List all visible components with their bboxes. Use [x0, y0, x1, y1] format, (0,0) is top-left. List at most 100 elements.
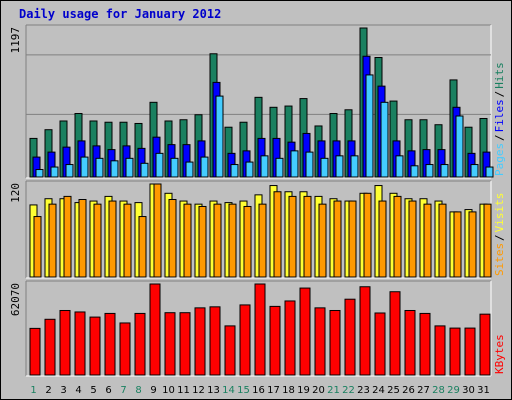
kbytes-bar: [374, 312, 386, 376]
legend-separator: /: [493, 234, 506, 241]
kbytes-bar: [44, 318, 56, 376]
kbytes-bar: [224, 325, 236, 376]
day-label: 3: [60, 385, 66, 396]
kbytes-legend: KBytes: [493, 334, 506, 374]
sites-bar: [213, 203, 222, 278]
day-label: 22: [342, 385, 355, 396]
day-label: 20: [312, 385, 325, 396]
pages-bar: [470, 164, 479, 178]
sites-bar: [108, 200, 117, 278]
kbytes-bar: [254, 283, 266, 376]
sites-bar: [183, 203, 192, 278]
day-label: 29: [447, 385, 460, 396]
sites-bar: [438, 203, 447, 278]
pages-bar: [110, 160, 119, 178]
day-label: 19: [297, 385, 310, 396]
visits-sites-legend: Sites /Visits: [493, 193, 506, 276]
pages-bar: [35, 169, 44, 178]
pages-bar: [50, 166, 59, 178]
day-label: 21: [327, 385, 340, 396]
sites-bar: [453, 211, 462, 278]
sites-bar: [333, 200, 342, 278]
kbytes-bar: [134, 312, 146, 376]
pages-bar: [140, 162, 149, 178]
sites-bar: [408, 200, 417, 278]
day-label: 24: [372, 385, 385, 396]
kbytes-bar: [449, 327, 461, 376]
legend-visits: Visits: [493, 193, 506, 233]
sites-bar: [33, 216, 42, 278]
sites-bar: [393, 195, 402, 278]
day-label: 1: [30, 385, 36, 396]
kbytes-bar: [389, 291, 401, 376]
day-label: 6: [105, 385, 111, 396]
pages-bar: [230, 164, 239, 178]
sites-bar: [273, 191, 282, 278]
pages-bar: [95, 157, 104, 178]
kbytes-bar: [119, 322, 131, 376]
pages-bar: [200, 156, 209, 178]
sites-bar: [78, 199, 87, 278]
legend-files: Files: [493, 99, 506, 132]
pages-bar: [290, 150, 299, 178]
kbytes-bar: [179, 312, 191, 376]
sites-bar: [63, 195, 72, 278]
kbytes-bar: [329, 309, 341, 376]
pages-bar: [365, 74, 374, 178]
kbytes-bar: [104, 312, 116, 376]
pages-bar: [215, 95, 224, 178]
day-label: 13: [207, 385, 220, 396]
pages-bar: [440, 164, 449, 178]
sites-bar: [123, 203, 132, 278]
kbytes-bar: [239, 304, 251, 376]
pages-bar: [185, 161, 194, 178]
sites-bar: [258, 203, 267, 278]
day-label: 25: [387, 385, 400, 396]
hits-files-pages-max-label: 1197: [9, 27, 22, 54]
legend-sites: Sites: [493, 243, 506, 276]
pages-bar: [275, 157, 284, 178]
pages-bar: [425, 164, 434, 178]
pages-bar: [80, 156, 89, 178]
sites-bar: [423, 203, 432, 278]
day-label: 14: [222, 385, 235, 396]
day-label: 10: [162, 385, 175, 396]
sites-bar: [48, 203, 57, 278]
kbytes-bar: [419, 312, 431, 376]
day-label: 5: [90, 385, 96, 396]
legend-separator: /: [493, 134, 506, 141]
legend-pages: Pages: [493, 143, 506, 176]
pages-bar: [245, 161, 254, 178]
kbytes-bar: [284, 300, 296, 376]
kbytes-bar: [269, 305, 281, 376]
sites-bar: [168, 199, 177, 278]
day-label: 27: [417, 385, 430, 396]
kbytes-bar: [314, 307, 326, 376]
pages-bar: [410, 165, 419, 178]
sites-bar: [243, 205, 252, 278]
sites-bar: [288, 195, 297, 278]
day-label: 2: [45, 385, 51, 396]
day-label: 15: [237, 385, 250, 396]
pages-bar: [485, 166, 494, 178]
chart-title: Daily usage for January 2012: [19, 7, 222, 21]
day-label: 8: [135, 385, 141, 396]
pages-bar: [125, 157, 134, 178]
sites-bar: [153, 183, 162, 278]
day-label: 23: [357, 385, 370, 396]
kbytes-bar: [479, 313, 491, 376]
kbytes-bar: [404, 309, 416, 376]
kbytes-bar: [299, 287, 311, 376]
day-label: 12: [192, 385, 205, 396]
pages-bar: [335, 155, 344, 178]
kbytes-bar: [29, 327, 41, 376]
sites-bar: [378, 200, 387, 278]
sites-bar: [303, 195, 312, 278]
hits-files-pages-legend: Pages/Files/Hits: [493, 62, 506, 176]
pages-bar: [65, 164, 74, 178]
pages-bar: [350, 155, 359, 178]
visits-sites-max-label: 120: [9, 183, 22, 203]
kbytes-bar: [359, 286, 371, 376]
day-label: 4: [75, 385, 81, 396]
